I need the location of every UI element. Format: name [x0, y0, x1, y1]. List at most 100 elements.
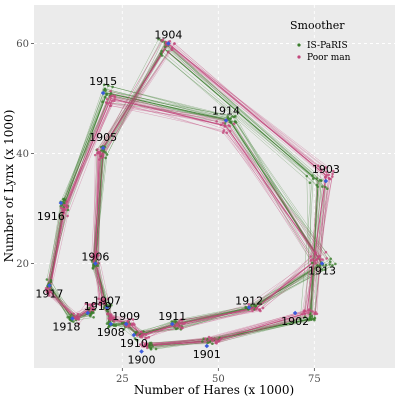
- sample-point-poor-man: [324, 250, 328, 254]
- sample-point-is-paris: [319, 179, 323, 182]
- sample-point-poor-man: [228, 124, 231, 128]
- legend-label-is-paris: IS-PaRIS: [307, 41, 348, 51]
- sample-point-poor-man: [65, 204, 69, 207]
- sample-point-is-paris: [104, 156, 107, 160]
- sample-point-is-paris: [316, 185, 320, 189]
- sample-point-poor-man: [217, 339, 221, 343]
- sample-path-is-paris: [47, 46, 322, 344]
- sample-point-is-paris: [135, 339, 139, 342]
- y-tick-label: 20: [16, 259, 29, 270]
- sample-point-is-paris: [206, 341, 209, 345]
- sample-point-poor-man: [300, 312, 304, 316]
- sample-point-is-paris: [105, 309, 108, 312]
- sample-point-poor-man: [204, 337, 207, 341]
- sample-point-poor-man: [103, 299, 107, 303]
- sample-point-poor-man: [141, 341, 144, 344]
- trajectory-lines: [45, 38, 336, 350]
- sample-point-poor-man: [101, 152, 104, 155]
- sample-point-poor-man: [247, 303, 251, 306]
- sample-point-poor-man: [181, 322, 185, 325]
- sample-point-poor-man: [111, 94, 114, 97]
- sample-point-poor-man: [177, 324, 180, 328]
- sample-point-poor-man: [97, 297, 100, 301]
- year-marker: [100, 90, 106, 96]
- sample-point-is-paris: [201, 340, 204, 343]
- sample-point-poor-man: [311, 310, 315, 313]
- year-marker: [169, 321, 175, 327]
- sample-point-is-paris: [174, 327, 178, 331]
- sample-point-is-paris: [103, 95, 107, 99]
- sample-point-poor-man: [65, 200, 68, 203]
- year-marker: [139, 349, 144, 354]
- sample-point-poor-man: [111, 316, 114, 320]
- sample-path-poor-man: [50, 39, 333, 347]
- sample-point-poor-man: [144, 333, 147, 336]
- sample-point-is-paris: [101, 100, 104, 103]
- year-markers: [47, 41, 329, 354]
- sample-point-poor-man: [131, 318, 135, 321]
- sample-point-poor-man: [87, 303, 91, 306]
- year-label: 1919: [84, 300, 112, 313]
- sample-point-is-paris: [112, 324, 116, 327]
- sample-point-poor-man: [175, 322, 179, 325]
- sample-point-poor-man: [139, 334, 142, 338]
- sample-point-poor-man: [96, 150, 100, 154]
- sample-point-poor-man: [225, 131, 229, 134]
- sample-point-is-paris: [252, 303, 256, 307]
- sample-point-is-paris: [328, 263, 332, 266]
- x-tick-label: 50: [212, 374, 225, 385]
- x-tick-label: 75: [308, 374, 321, 385]
- sample-point-poor-man: [164, 43, 168, 47]
- sample-point-poor-man: [320, 168, 323, 172]
- sample-point-poor-man: [331, 172, 334, 176]
- sample-point-poor-man: [106, 297, 110, 301]
- sample-point-poor-man: [76, 312, 80, 316]
- year-label: 1900: [128, 354, 156, 367]
- sample-point-is-paris: [334, 262, 337, 266]
- sample-point-poor-man: [105, 102, 109, 105]
- sample-point-is-paris: [316, 264, 319, 267]
- sample-point-is-paris: [105, 93, 109, 96]
- sample-point-poor-man: [96, 253, 99, 257]
- sample-point-poor-man: [177, 321, 181, 324]
- sample-point-is-paris: [311, 261, 314, 265]
- year-label: 1918: [52, 321, 80, 334]
- sample-path-is-paris: [49, 45, 323, 346]
- sample-point-poor-man: [327, 173, 331, 177]
- sample-point-poor-man: [99, 303, 102, 307]
- sample-point-is-paris: [72, 320, 75, 323]
- sample-point-is-paris: [324, 263, 328, 267]
- sample-point-is-paris: [154, 347, 158, 351]
- sample-point-is-paris: [89, 313, 93, 316]
- sample-point-poor-man: [109, 317, 112, 321]
- year-marker: [123, 321, 129, 327]
- sample-point-poor-man: [72, 312, 75, 316]
- sample-point-is-paris: [105, 153, 109, 156]
- sample-point-is-paris: [321, 268, 324, 271]
- sample-point-is-paris: [318, 264, 322, 268]
- year-marker: [85, 310, 91, 316]
- sample-point-poor-man: [228, 129, 232, 133]
- sample-point-poor-man: [314, 312, 317, 316]
- sample-point-poor-man: [141, 344, 144, 348]
- trajectory-points: [44, 37, 337, 351]
- year-label: 1913: [308, 265, 336, 278]
- sample-point-poor-man: [59, 206, 63, 210]
- sample-point-poor-man: [126, 320, 130, 323]
- sample-point-poor-man: [92, 253, 95, 256]
- sample-point-poor-man: [95, 250, 98, 254]
- sample-point-poor-man: [314, 261, 318, 265]
- year-label: 1916: [37, 210, 65, 223]
- sample-point-is-paris: [66, 208, 70, 212]
- sample-point-is-paris: [110, 303, 113, 307]
- sample-point-poor-man: [103, 297, 106, 301]
- year-label: 1902: [281, 315, 309, 328]
- sample-point-poor-man: [145, 342, 149, 346]
- sample-point-poor-man: [92, 302, 95, 306]
- sample-point-is-paris: [104, 151, 107, 154]
- year-marker: [104, 305, 110, 310]
- sample-point-is-paris: [70, 313, 73, 316]
- sample-point-poor-man: [103, 302, 107, 306]
- sample-point-poor-man: [92, 307, 95, 311]
- sample-point-poor-man: [110, 99, 114, 103]
